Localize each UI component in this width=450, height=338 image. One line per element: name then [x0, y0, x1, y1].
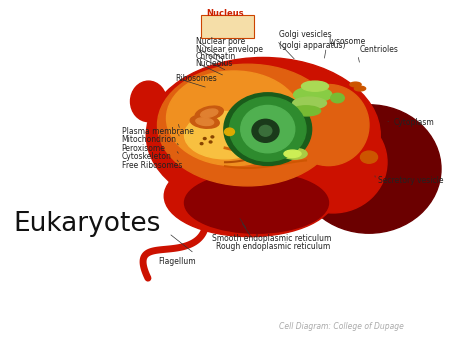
Ellipse shape	[293, 87, 332, 102]
Text: Free Ribosomes: Free Ribosomes	[122, 161, 182, 170]
Text: Smooth endoplasmic reticulum: Smooth endoplasmic reticulum	[212, 234, 331, 243]
Ellipse shape	[292, 97, 326, 109]
Text: Mitochondrion: Mitochondrion	[122, 135, 176, 144]
Ellipse shape	[241, 105, 295, 153]
Ellipse shape	[209, 141, 212, 143]
Ellipse shape	[184, 112, 266, 159]
Ellipse shape	[211, 136, 214, 138]
Ellipse shape	[195, 106, 223, 120]
Ellipse shape	[166, 71, 302, 166]
Text: Nuclear pore: Nuclear pore	[196, 37, 245, 46]
Ellipse shape	[252, 119, 279, 142]
Text: Cytoskeleton: Cytoskeleton	[122, 152, 171, 161]
Ellipse shape	[331, 93, 344, 103]
Ellipse shape	[230, 97, 306, 161]
Ellipse shape	[164, 155, 335, 237]
Text: Nuclear envelope: Nuclear envelope	[196, 45, 263, 54]
Ellipse shape	[360, 151, 378, 163]
Ellipse shape	[288, 84, 369, 166]
Ellipse shape	[292, 106, 320, 116]
Ellipse shape	[184, 172, 328, 233]
Ellipse shape	[297, 105, 441, 233]
Ellipse shape	[355, 86, 365, 91]
Text: Centrioles: Centrioles	[360, 45, 399, 54]
Text: Peroxisome: Peroxisome	[122, 144, 166, 153]
Text: Nucleolus: Nucleolus	[196, 59, 233, 69]
Ellipse shape	[201, 109, 218, 117]
Ellipse shape	[158, 64, 338, 186]
Text: Secretory vesicle: Secretory vesicle	[378, 176, 444, 186]
Ellipse shape	[203, 138, 206, 140]
Text: Ribosomes: Ribosomes	[176, 74, 217, 83]
Text: Golgi vesicles
(golgi apparatus): Golgi vesicles (golgi apparatus)	[279, 30, 346, 50]
Ellipse shape	[302, 81, 328, 91]
Ellipse shape	[200, 143, 203, 145]
Ellipse shape	[283, 148, 307, 159]
Text: Rough endoplasmic reticulum: Rough endoplasmic reticulum	[216, 242, 330, 251]
Text: Chromatin: Chromatin	[196, 52, 236, 61]
Ellipse shape	[279, 112, 387, 213]
Ellipse shape	[146, 57, 380, 213]
Text: Cell Diagram: College of Dupage: Cell Diagram: College of Dupage	[279, 322, 404, 331]
Ellipse shape	[350, 82, 361, 87]
Ellipse shape	[190, 115, 219, 128]
Text: Lysosome: Lysosome	[328, 37, 366, 46]
Ellipse shape	[224, 93, 311, 166]
Text: Plasma membrane: Plasma membrane	[122, 127, 194, 136]
Ellipse shape	[196, 118, 214, 125]
FancyBboxPatch shape	[201, 15, 254, 38]
Ellipse shape	[130, 81, 166, 122]
Ellipse shape	[284, 150, 301, 158]
Text: Cytoplasm: Cytoplasm	[394, 118, 435, 127]
Ellipse shape	[259, 125, 272, 136]
Ellipse shape	[225, 128, 234, 136]
Text: Flagellum: Flagellum	[158, 257, 196, 266]
Text: Nucleus: Nucleus	[206, 9, 244, 18]
Text: Eukaryotes: Eukaryotes	[14, 211, 161, 237]
